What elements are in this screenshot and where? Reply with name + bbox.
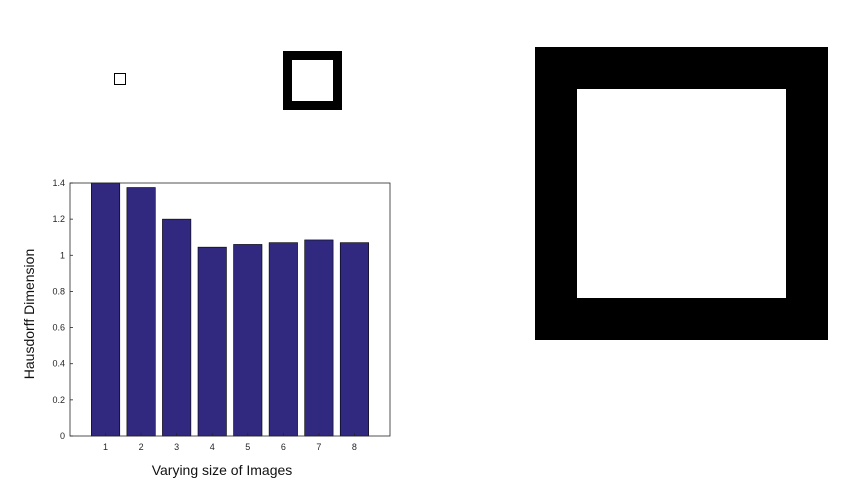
bar-4: [197, 246, 227, 437]
axis-ticks: 1 2 3 4 5 6 7 8 0 0.2 0.4 0.6 0.8 1 1.2 1.4: [52, 178, 356, 452]
bars: [91, 182, 369, 437]
y-tick-label-0: 0: [60, 431, 65, 441]
bar-5: [233, 244, 263, 437]
x-tick-label-4: 4: [210, 442, 215, 452]
x-axis-title: Varying size of Images: [152, 462, 293, 478]
large-square-figure: [535, 47, 828, 340]
bar-6: [268, 242, 298, 437]
y-tick-label-6: 1.2: [52, 214, 65, 224]
x-tick-label-8: 8: [352, 442, 357, 452]
x-tick-label-2: 2: [139, 442, 144, 452]
x-tick-label-7: 7: [316, 442, 321, 452]
bar-3: [162, 218, 192, 437]
y-axis-title: Hausdorff Dimension: [21, 249, 37, 379]
plot-frame: [69, 182, 391, 437]
bar-1: [91, 182, 121, 437]
x-tick-label-1: 1: [103, 442, 108, 452]
bar-chart: 1 2 3 4 5 6 7 8 0 0.2 0.4 0.6 0.8 1 1.2 1.4 Varying siz…: [21, 178, 391, 478]
bar-7: [304, 239, 334, 437]
medium-square-figure: [283, 51, 342, 110]
y-tick-label-4: 0.8: [52, 286, 65, 296]
x-tick-label-6: 6: [281, 442, 286, 452]
y-tick-label-5: 1: [60, 250, 65, 260]
x-tick-label-3: 3: [174, 442, 179, 452]
bar-8: [339, 242, 369, 437]
small-square-figure: [114, 73, 126, 85]
y-tick-label-2: 0.4: [52, 359, 65, 369]
y-tick-label-3: 0.6: [52, 323, 65, 333]
y-tick-label-7: 1.4: [52, 178, 65, 188]
y-tick-label-1: 0.2: [52, 395, 65, 405]
x-tick-label-5: 5: [245, 442, 250, 452]
bar-2: [126, 187, 156, 437]
